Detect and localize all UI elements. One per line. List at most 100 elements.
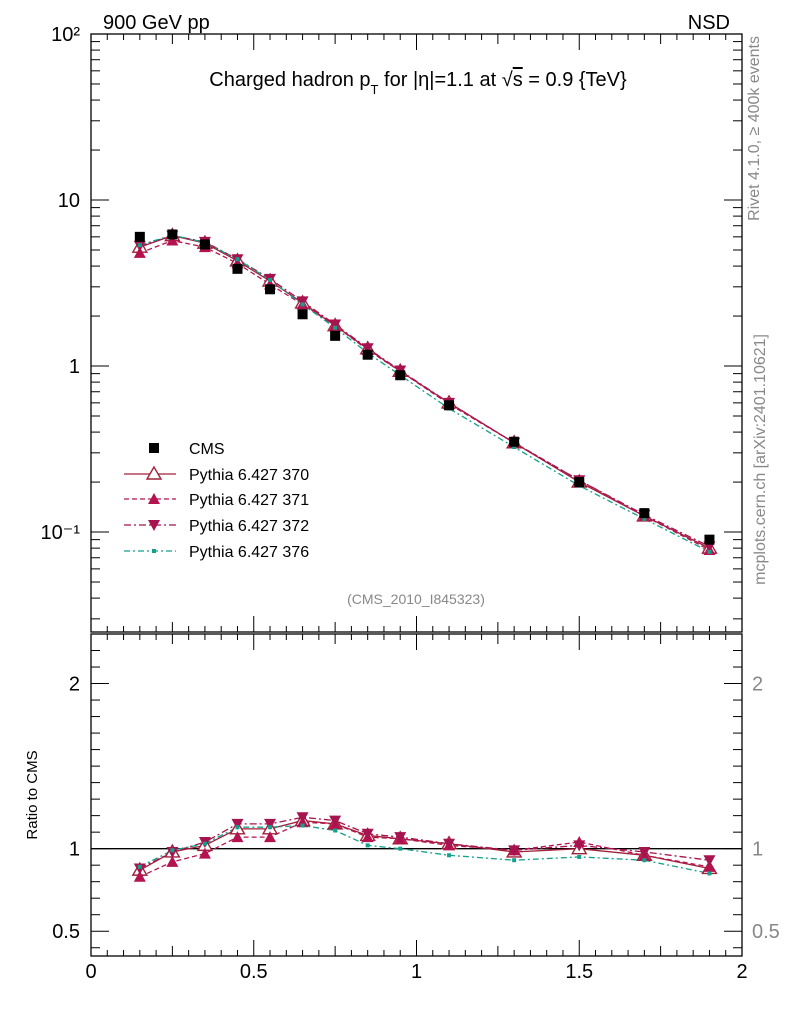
- x-tick-label: 1: [411, 961, 422, 983]
- legend-entry-370: Pythia 6.427 370: [124, 465, 309, 484]
- data-point-cms: [297, 309, 308, 320]
- ratio-line-376: [139, 824, 710, 875]
- ratio-point-376: [577, 854, 582, 859]
- legend-label-371: Pythia 6.427 371: [189, 492, 309, 509]
- data-point-376: [137, 243, 142, 248]
- ratio-point-376: [365, 843, 370, 848]
- ratio-point-371: [166, 855, 179, 867]
- ratio-y-tick-label-right: 1: [752, 839, 763, 861]
- legend-label-370: Pythia 6.427 370: [189, 467, 309, 484]
- mcplots-label: mcplots.cern.ch [arXiv:2401.10621]: [752, 334, 769, 585]
- data-point-cms: [509, 436, 520, 447]
- ratio-point-372: [166, 846, 179, 858]
- data-point-372: [361, 343, 374, 355]
- data-point-cms: [444, 400, 455, 411]
- data-point-cms: [704, 534, 715, 545]
- data-point-cms: [167, 229, 178, 240]
- data-point-cms: [395, 370, 406, 381]
- data-point-376: [642, 516, 647, 521]
- y-tick-label: 1: [69, 356, 80, 378]
- main-series-layer: [131, 227, 718, 555]
- ratio-point-376: [137, 864, 142, 869]
- ratio-point-371: [264, 831, 277, 843]
- ratio-line-372: [139, 816, 710, 870]
- legend-label-372: Pythia 6.427 372: [189, 518, 309, 535]
- ratio-point-376: [707, 871, 712, 876]
- y-tick-label: 10⁻¹: [41, 522, 81, 544]
- legend-entry-371: Pythia 6.427 371: [124, 492, 309, 509]
- ratio-point-376: [447, 853, 452, 858]
- data-point-376: [300, 302, 305, 307]
- ratio-point-376: [333, 828, 338, 833]
- ratio-line-370: [139, 819, 710, 871]
- legend: CMS Pythia 6.427 370 Pythia 6.427 371 Py…: [124, 441, 309, 561]
- legend-label-cms: CMS: [189, 441, 225, 458]
- ratio-y-tick-label: 0.5: [52, 921, 80, 943]
- ratio-point-372: [133, 863, 146, 875]
- ratio-point-376: [202, 841, 207, 846]
- legend-entry-372: Pythia 6.427 372: [124, 518, 309, 535]
- ratio-y-axis-label: Ratio to CMS: [24, 750, 41, 839]
- main-axes: 10⁻¹ 1 10 10²: [41, 24, 743, 632]
- ratio-point-372: [703, 855, 716, 867]
- rivet-label: Rivet 4.1.0, ≥ 400k events: [746, 36, 763, 221]
- x-tick-label: 0: [85, 961, 96, 983]
- ratio-point-376: [398, 846, 403, 851]
- data-point-376: [268, 277, 273, 282]
- ratio-y-tick-label: 2: [69, 674, 80, 696]
- data-point-376: [333, 325, 338, 330]
- ratio-series-layer: [131, 812, 718, 882]
- series-line-372: [139, 234, 710, 547]
- ratio-point-372: [361, 828, 374, 840]
- ratio-point-376: [235, 825, 240, 830]
- main-panel-frame: [90, 33, 743, 633]
- legend-entry-376: Pythia 6.427 376: [124, 544, 309, 561]
- data-point-372: [329, 319, 342, 331]
- data-point-cms: [199, 239, 210, 250]
- data-point-376: [235, 257, 240, 262]
- ratio-point-376: [642, 858, 647, 863]
- x-tick-label: 2: [736, 961, 747, 983]
- header-left: 900 GeV pp: [103, 12, 210, 34]
- ratio-point-376: [300, 823, 305, 828]
- data-point-cms: [362, 349, 373, 360]
- ratio-point-372: [573, 840, 586, 852]
- data-point-372: [296, 296, 309, 308]
- header-right: NSD: [688, 12, 730, 34]
- ratio-point-372: [443, 838, 456, 850]
- ratio-axes: 0 0.5 1 1.5 20.5 0.51 12 2: [52, 633, 780, 983]
- data-point-376: [707, 549, 712, 554]
- data-point-cms: [330, 330, 341, 341]
- ratio-point-371: [231, 831, 244, 843]
- x-tick-label: 1.5: [565, 961, 593, 983]
- ratio-point-371: [133, 870, 146, 882]
- data-point-cms: [574, 477, 585, 488]
- legend-label-376: Pythia 6.427 376: [189, 544, 309, 561]
- data-point-cms: [134, 231, 145, 242]
- ratio-point-372: [264, 818, 277, 830]
- ratio-point-376: [268, 825, 273, 830]
- ratio-point-371: [703, 860, 716, 872]
- x-tick-label: 0.5: [240, 961, 268, 983]
- ratio-point-372: [394, 832, 407, 844]
- ratio-y-tick-label-right: 0.5: [752, 921, 780, 943]
- ratio-point-372: [508, 845, 521, 857]
- data-point-376: [512, 445, 517, 450]
- ratio-panel-frame: [90, 633, 743, 957]
- ratio-y-tick-label: 1: [69, 839, 80, 861]
- ratio-point-372: [638, 846, 651, 858]
- ratio-point-372: [296, 812, 309, 824]
- analysis-annotation: (CMS_2010_I845323): [347, 591, 485, 607]
- data-point-371: [133, 246, 146, 258]
- y-tick-label: 10: [58, 190, 80, 212]
- ratio-point-376: [512, 858, 517, 863]
- chart-title: Charged hadron pT for |η|=1.1 at √s = 0.…: [209, 69, 627, 97]
- data-point-cms: [639, 508, 650, 519]
- y-tick-label: 10²: [51, 24, 80, 46]
- data-point-cms: [265, 284, 276, 295]
- ratio-point-376: [170, 848, 175, 853]
- ratio-point-372: [329, 815, 342, 827]
- ratio-y-tick-label-right: 2: [752, 674, 763, 696]
- ratio-point-371: [198, 847, 211, 859]
